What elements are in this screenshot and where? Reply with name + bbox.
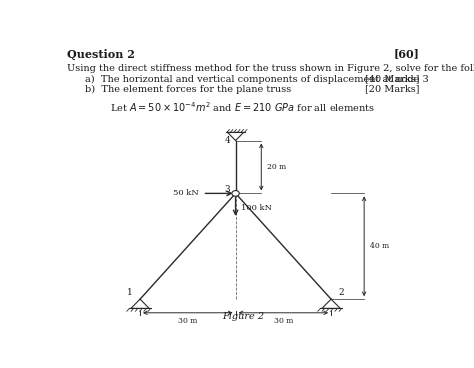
Text: 100 kN: 100 kN [241, 204, 272, 212]
Text: [40 Marks]: [40 Marks] [365, 74, 419, 84]
Text: Question 2: Question 2 [66, 49, 135, 60]
Text: Using the direct stiffness method for the truss shown in Figure 2, solve for the: Using the direct stiffness method for th… [66, 64, 474, 73]
Text: [60]: [60] [393, 49, 419, 59]
Circle shape [232, 191, 239, 196]
Text: Let $A = 50 \times 10^{-4}m^2$ and $E = 210$ $GPa$ for all elements: Let $A = 50 \times 10^{-4}m^2$ and $E = … [110, 100, 375, 114]
Text: 30 m: 30 m [178, 317, 198, 325]
Text: 20 m: 20 m [267, 163, 286, 171]
Text: 50 kN: 50 kN [173, 190, 199, 197]
Text: b)  The element forces for the plane truss: b) The element forces for the plane trus… [85, 84, 291, 93]
Text: 4: 4 [225, 136, 230, 145]
Text: a)  The horizontal and vertical components of displacement at node 3: a) The horizontal and vertical component… [85, 74, 428, 84]
Text: 2: 2 [338, 289, 344, 297]
Text: 40 m: 40 m [370, 242, 389, 250]
Text: 30 m: 30 m [273, 317, 293, 325]
Text: Figure 2: Figure 2 [222, 312, 264, 321]
Text: [20 Marks]: [20 Marks] [365, 84, 419, 93]
Text: 3: 3 [225, 185, 230, 195]
Text: 1: 1 [127, 289, 133, 297]
